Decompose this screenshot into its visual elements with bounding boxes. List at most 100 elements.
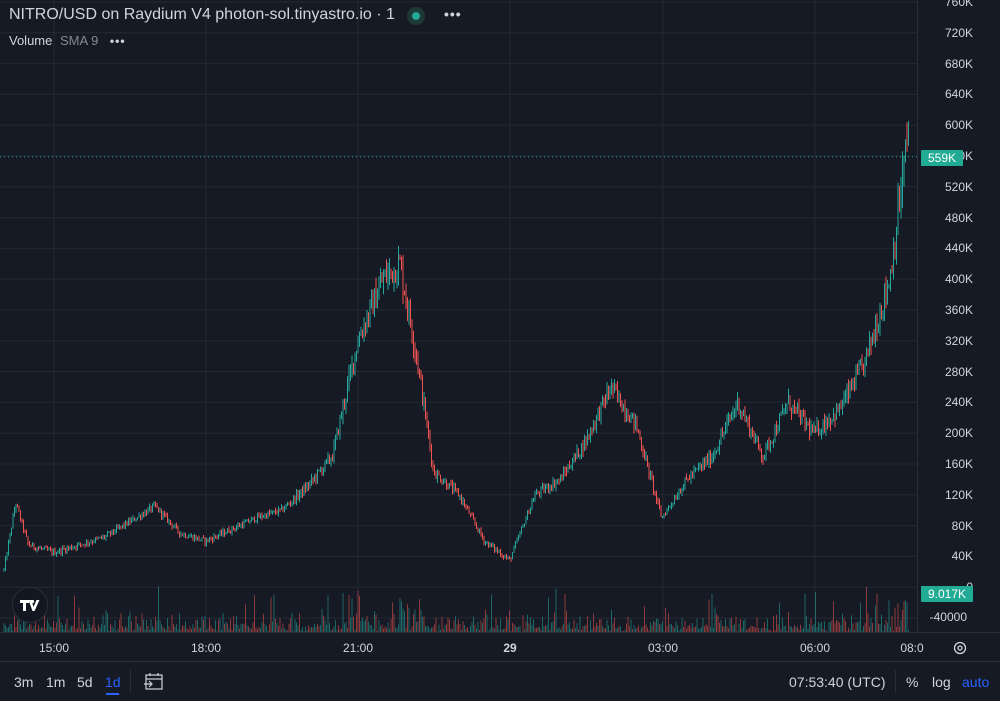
candle-body: [304, 486, 305, 494]
candle-body: [278, 508, 279, 513]
timeframe-button-1d[interactable]: 1d: [105, 674, 121, 690]
time-tick-label: 08:0: [900, 641, 923, 655]
volume-bar: [718, 616, 719, 632]
volume-bar: [277, 623, 278, 632]
volume-bar: [434, 624, 435, 632]
volume-bar: [508, 619, 509, 632]
candle-body: [323, 469, 324, 474]
volume-bar: [719, 623, 720, 632]
candle-body: [451, 483, 452, 484]
candle-body: [719, 444, 720, 449]
volume-bar: [733, 625, 734, 632]
candle-body: [427, 419, 428, 423]
candle-body: [602, 397, 603, 402]
volume-bar: [830, 622, 831, 632]
candle-body: [232, 527, 233, 533]
volume-bar: [404, 611, 405, 632]
candle-body: [706, 458, 707, 465]
utc-clock[interactable]: 07:53:40 (UTC): [789, 674, 885, 690]
candle-body: [812, 427, 813, 433]
candle-body: [737, 398, 738, 408]
timeframe-button-3m[interactable]: 3m: [14, 674, 33, 690]
volume-bar: [415, 610, 416, 632]
candle-body: [91, 542, 92, 543]
market-status-icon[interactable]: [407, 7, 425, 25]
volume-bar: [805, 594, 806, 632]
candle-body: [787, 404, 788, 410]
candle-body: [5, 558, 6, 569]
candle-body: [404, 292, 405, 296]
candle-body: [242, 524, 243, 527]
volume-bar: [323, 616, 324, 632]
candle-body: [76, 547, 77, 548]
candle-body: [472, 514, 473, 516]
candle-body: [748, 419, 749, 420]
candle-body: [308, 485, 309, 486]
candle-body: [584, 439, 585, 451]
volume-bar: [362, 617, 363, 632]
candle-body: [820, 434, 821, 435]
candle-body: [670, 506, 671, 507]
volume-bar: [776, 615, 777, 632]
volume-bar: [670, 624, 671, 632]
candle-body: [29, 543, 30, 546]
volume-bar: [160, 620, 161, 632]
candle-body: [88, 541, 89, 544]
candle-body: [590, 429, 591, 436]
candle-body: [638, 429, 639, 432]
price-axis[interactable]: 760K720K680K640K600K560K520K480K440K400K…: [917, 0, 1000, 632]
volume-bar: [92, 625, 93, 632]
volume-bar: [757, 617, 758, 632]
candle-body: [119, 526, 120, 528]
candle-body: [374, 289, 375, 314]
candle-body: [446, 481, 447, 488]
volume-bar: [322, 609, 323, 632]
volume-bar: [65, 624, 66, 632]
volume-bar: [887, 623, 888, 632]
chart-settings-button[interactable]: [951, 639, 971, 657]
candle-body: [463, 500, 464, 502]
more-dots-icon[interactable]: •••: [110, 34, 126, 48]
candle-body: [16, 505, 17, 509]
volume-bar: [130, 611, 131, 632]
timeframe-button-5d[interactable]: 5d: [77, 674, 93, 690]
volume-legend[interactable]: Volume SMA 9 •••: [9, 33, 126, 48]
chart-pane[interactable]: NITRO/USD on Raydium V4 photon-sol.tinya…: [0, 0, 917, 632]
auto-scale-toggle[interactable]: auto: [962, 674, 989, 690]
volume-bar: [220, 618, 221, 632]
timeframe-button-1m[interactable]: 1m: [46, 674, 65, 690]
candle-body: [271, 513, 272, 514]
candle-body: [13, 516, 14, 529]
candle-body: [238, 525, 239, 527]
percent-scale-toggle[interactable]: %: [906, 674, 918, 690]
candle-body: [370, 301, 371, 320]
log-scale-toggle[interactable]: log: [932, 674, 951, 690]
goto-date-button[interactable]: [143, 671, 165, 693]
candle-body: [847, 388, 848, 396]
volume-bar: [857, 623, 858, 632]
candle-body: [86, 541, 87, 545]
volume-bar: [139, 625, 140, 632]
candle-body: [707, 458, 708, 463]
candle-body: [376, 289, 377, 308]
time-tick-label: 15:00: [39, 641, 69, 655]
candle-body: [130, 520, 131, 523]
volume-bar: [197, 620, 198, 632]
candle-body: [767, 442, 768, 445]
volume-bar: [364, 622, 365, 632]
legend-menu-button[interactable]: •••: [444, 6, 462, 24]
chart-canvas[interactable]: [0, 0, 917, 632]
candle-body: [38, 548, 39, 549]
candle-body: [578, 449, 579, 457]
candle-body: [902, 169, 903, 193]
volume-bar: [877, 594, 878, 632]
volume-bar: [104, 625, 105, 632]
candle-body: [710, 454, 711, 464]
volume-bar: [460, 624, 461, 632]
candle-body: [736, 408, 737, 411]
volume-bar: [653, 621, 654, 632]
candle-body: [803, 413, 804, 414]
tradingview-logo[interactable]: [12, 587, 48, 623]
volume-bar: [463, 621, 464, 632]
